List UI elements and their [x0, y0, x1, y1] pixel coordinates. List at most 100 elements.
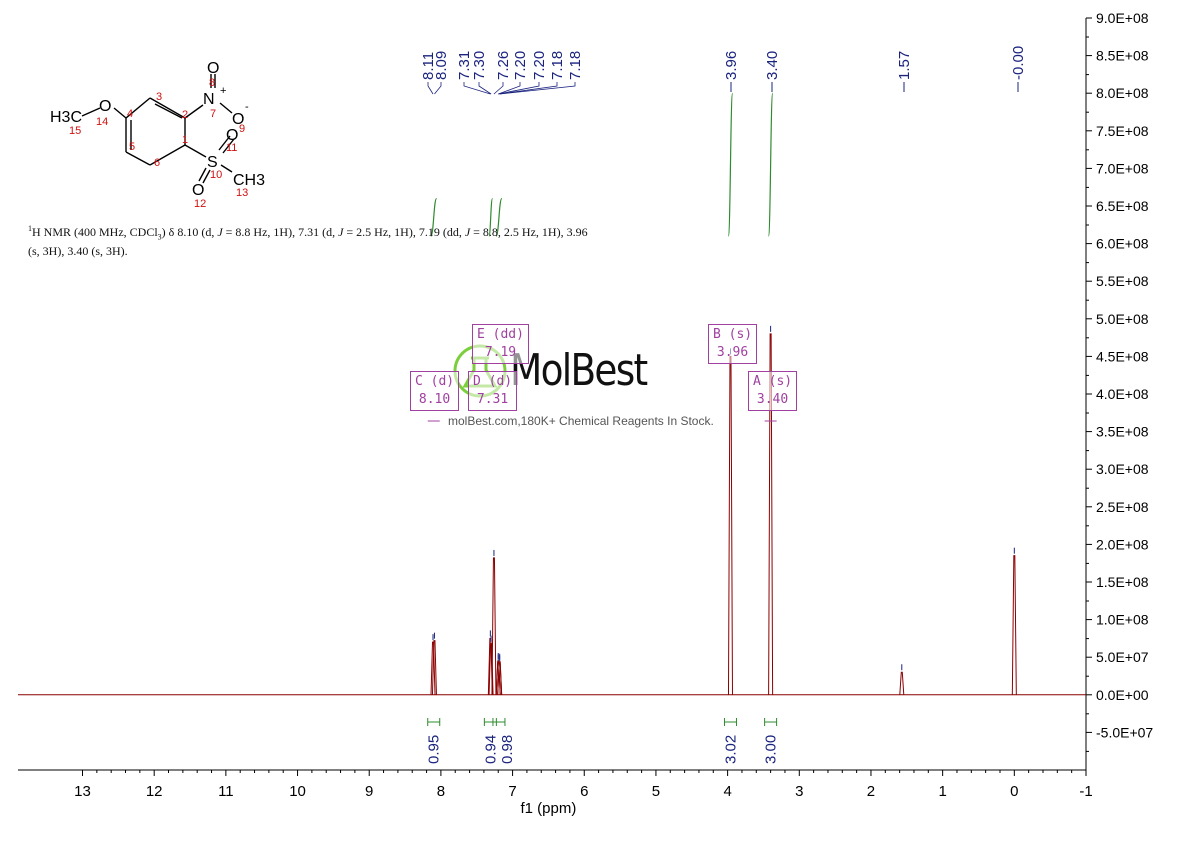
peak-labels: 8.118.09 7.317.30 7.26 7.20 7.20 7.18 7.18 3.96… [420, 46, 1027, 95]
integral-curves [430, 92, 774, 237]
integral-value: 3.00 [763, 735, 780, 764]
y-tick-label: 1.5E+08 [1096, 574, 1149, 590]
x-tick-label: 5 [652, 783, 660, 800]
atom-number-15: 15 [69, 125, 81, 137]
spectrum-peak [768, 333, 774, 695]
y-tick-label: 2.5E+08 [1096, 499, 1149, 515]
spectrum-layer [18, 325, 1086, 696]
integrals-layer: 0.95 0.94 0.98 3.02 3.00 [426, 420, 780, 764]
x-tick-label: 4 [723, 783, 731, 800]
multiplet-shift: 8.10 [418, 392, 451, 407]
description-part-2: ) δ 8.10 (d, [161, 225, 218, 239]
y-tick-label: 6.5E+08 [1096, 198, 1149, 214]
peak-label: 7.20 [512, 51, 529, 80]
multiplet-box-e: E (dd) 7.19 [472, 324, 529, 364]
atom-o-methoxy: O [99, 98, 111, 115]
x-tick-label: 11 [218, 783, 234, 800]
atom-number-13: 13 [236, 187, 248, 199]
watermark-tagline: molBest.com,180K+ Chemical Reagents In S… [448, 414, 714, 428]
atom-o-sulfonyl-bottom: O [192, 182, 204, 199]
y-tick-label: 1.0E+08 [1096, 612, 1149, 628]
atom-number-10: 10 [210, 169, 222, 181]
atom-number-1: 1 [182, 134, 188, 146]
spectrum-peak [1011, 555, 1017, 695]
description-part-1: H NMR (400 MHz, CDCl [32, 225, 158, 239]
atom-number-6: 6 [154, 157, 160, 169]
axes-layer: 13 12 11 10 9 8 7 6 5 4 3 2 1 0 -1f1 (ppm)-5.0E+070.0E… [18, 10, 1153, 817]
integral-value: 0.95 [426, 735, 443, 764]
peak-label: 3.40 [764, 51, 781, 80]
x-axis-label: f1 (ppm) [520, 800, 576, 817]
spectrum-peak [727, 355, 733, 695]
description-superscript: 1 [28, 224, 32, 233]
x-tick-label: 2 [867, 783, 875, 800]
x-tick-label: 8 [437, 783, 445, 800]
peak-label-leader [434, 82, 442, 95]
atom-number-4: 4 [127, 108, 133, 120]
peak-label-leader [498, 82, 521, 95]
atom-o-nitro-right: O [232, 111, 244, 128]
x-tick-label: 10 [289, 783, 306, 800]
atom-number-8: 8 [209, 77, 215, 89]
atom-number-9: 9 [239, 123, 245, 135]
atom-numbers: 1 2 3 4 5 6 7 8 9 10 11 12 13 14 15 [69, 77, 248, 210]
nmr-description: 1H NMR (400 MHz, CDCl3) δ 8.10 (d, J = 8… [28, 221, 598, 259]
x-tick-label: 9 [365, 783, 373, 800]
multiplet-box-b: B (s) 3.96 [708, 324, 758, 364]
multiplet-shift: 7.19 [484, 345, 517, 360]
y-tick-label: 3.5E+08 [1096, 424, 1149, 440]
multiplet-label: E (dd) [477, 327, 524, 342]
atom-n-charge: + [220, 85, 226, 97]
integral-curve [430, 197, 438, 237]
integral-value: 0.98 [499, 735, 516, 764]
y-tick-label: 9.0E+08 [1096, 10, 1149, 26]
spectrum-peak [497, 662, 503, 695]
peak-label-leader [478, 82, 492, 95]
peak-label: 7.30 [471, 51, 488, 80]
coupling-symbol: J [217, 225, 223, 239]
molecule-structure: O H3C N + O O - S O O CH3 1 2 3 4 5 6 7 … [50, 60, 265, 210]
atom-ch3: CH3 [233, 172, 265, 189]
coupling-symbol: J [338, 225, 344, 239]
atom-number-7: 7 [210, 108, 216, 120]
peak-label: 7.18 [567, 51, 584, 80]
description-part-5: = 8.8, 2.5 Hz, 1H), 3.96 (s, 3H), 3.40 (… [28, 225, 588, 259]
y-tick-label: 4.5E+08 [1096, 348, 1149, 364]
atom-n: N [203, 91, 215, 108]
y-tick-label: 5.0E+07 [1096, 649, 1149, 665]
multiplet-box-a: A (s) 3.40 [748, 371, 798, 411]
peak-label: 7.18 [549, 51, 566, 80]
integral-value: 0.94 [482, 735, 499, 764]
peak-label: 3.96 [723, 51, 740, 80]
multiplet-label: C (d) [415, 374, 455, 389]
y-tick-label: 6.0E+08 [1096, 236, 1149, 252]
atom-number-11: 11 [226, 142, 237, 154]
atom-s: S [207, 154, 218, 171]
y-tick-label: 0.0E+00 [1096, 687, 1149, 703]
multiplet-label: A (s) [753, 374, 793, 389]
watermark-brand: MolBest [510, 345, 648, 396]
y-tick-label: 3.0E+08 [1096, 461, 1149, 477]
peak-label: 7.31 [456, 51, 473, 80]
x-tick-label: 7 [508, 783, 516, 800]
y-tick-label: 7.0E+08 [1096, 160, 1149, 176]
multiplet-shift: 3.96 [716, 345, 749, 360]
spectrum-peak [495, 661, 501, 695]
atom-number-5: 5 [129, 141, 135, 153]
peak-label: 8.09 [433, 51, 450, 80]
y-tick-label: 8.5E+08 [1096, 48, 1149, 64]
y-tick-label: 5.0E+08 [1096, 311, 1149, 327]
peak-label: 1.57 [896, 51, 913, 80]
molecule-bonds [81, 74, 235, 184]
atom-number-14: 14 [96, 116, 108, 128]
atom-number-3: 3 [156, 91, 162, 103]
atom-number-12: 12 [194, 198, 206, 210]
spectrum-peak [899, 671, 905, 695]
description-part-4: = 2.5 Hz, 1H), 7.19 (dd, [343, 225, 465, 239]
peak-label-leader [427, 82, 434, 95]
peak-label-leader [499, 82, 576, 95]
peak-label: 7.20 [531, 51, 548, 80]
peak-label: 7.26 [495, 51, 512, 80]
spectrum-peak [491, 557, 497, 695]
y-tick-label: 8.0E+08 [1096, 85, 1149, 101]
